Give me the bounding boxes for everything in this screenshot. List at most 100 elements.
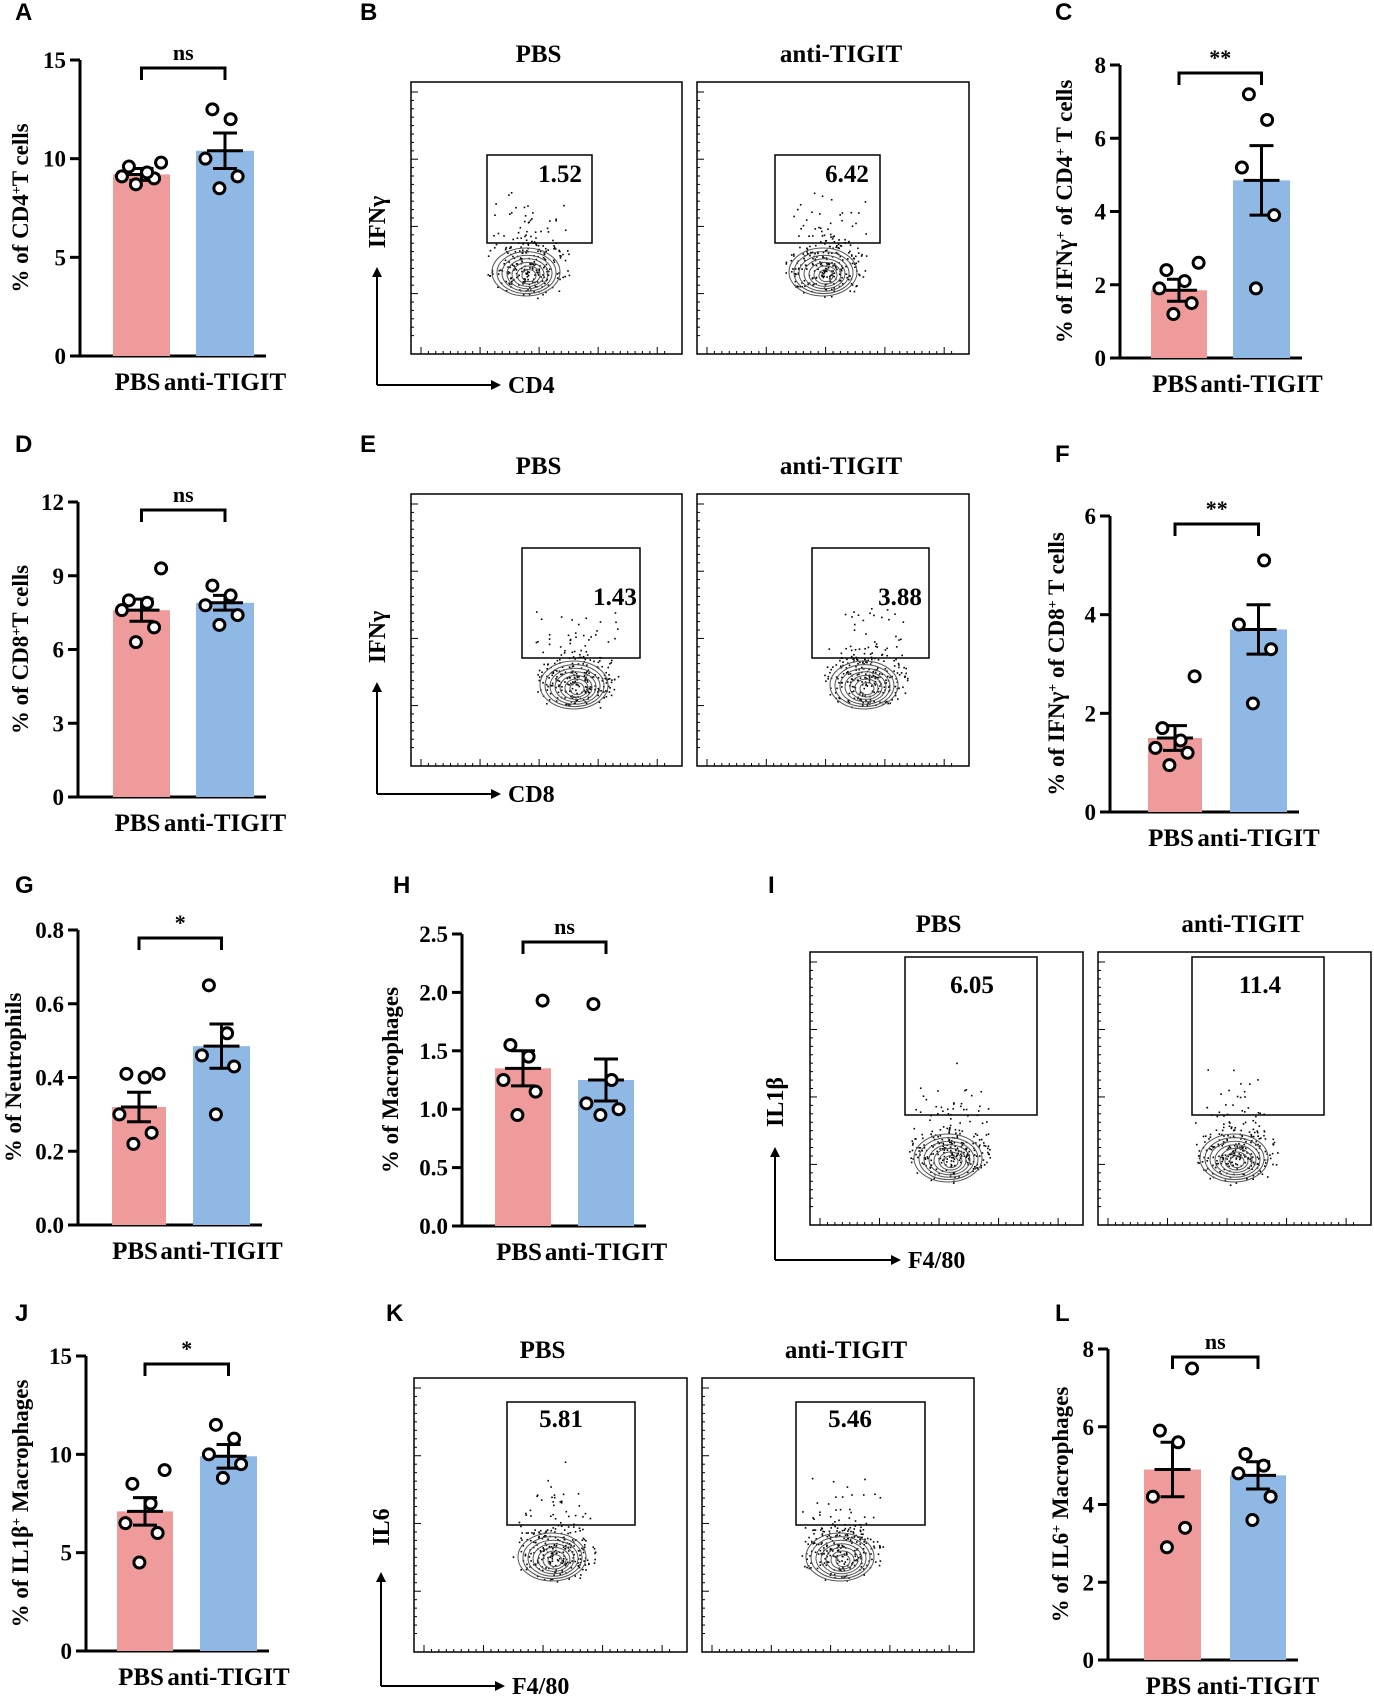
event-dot bbox=[981, 1152, 984, 1154]
y-tick-label: 0.6 bbox=[35, 992, 64, 1017]
event-dot bbox=[985, 1121, 988, 1123]
event-dot bbox=[566, 1561, 569, 1564]
event-dot bbox=[852, 658, 854, 660]
event-dot bbox=[562, 1541, 564, 1544]
event-dot bbox=[959, 1161, 962, 1164]
event-dot bbox=[571, 651, 574, 654]
event-dot bbox=[868, 675, 871, 678]
event-dot bbox=[849, 1539, 852, 1541]
event-dot bbox=[950, 1160, 953, 1162]
event-dot bbox=[807, 283, 809, 286]
event-dot bbox=[948, 1127, 951, 1130]
event-dot bbox=[876, 1541, 879, 1543]
bar-pbs bbox=[495, 1068, 551, 1226]
event-dot bbox=[839, 1508, 842, 1511]
event-dot bbox=[593, 1562, 596, 1564]
event-dot bbox=[875, 643, 878, 645]
event-dot bbox=[879, 1546, 882, 1549]
ylabel-part: of CD8 bbox=[1044, 608, 1069, 683]
event-dot bbox=[832, 236, 834, 238]
event-dot bbox=[543, 276, 545, 279]
event-dot bbox=[898, 687, 900, 690]
event-dot bbox=[588, 639, 590, 641]
event-dot bbox=[839, 214, 841, 216]
event-dot bbox=[585, 650, 588, 653]
event-dot bbox=[937, 1141, 939, 1143]
event-dot bbox=[549, 1562, 552, 1565]
x-tick-label: anti-TIGIT bbox=[1197, 825, 1320, 852]
event-dot bbox=[567, 1515, 570, 1518]
event-dot bbox=[1243, 1090, 1246, 1093]
event-dot bbox=[583, 1546, 586, 1549]
event-dot bbox=[510, 191, 513, 194]
event-dot bbox=[524, 235, 526, 238]
event-dot bbox=[866, 704, 869, 707]
event-dot bbox=[817, 1553, 820, 1555]
event-dot bbox=[849, 290, 852, 292]
event-dot bbox=[829, 693, 832, 696]
event-dot bbox=[895, 658, 897, 661]
event-dot bbox=[951, 1156, 953, 1159]
event-dot bbox=[983, 1144, 985, 1147]
event-dot bbox=[866, 661, 868, 664]
x-tick-label: PBS bbox=[118, 1664, 164, 1691]
y-tick-label: 0 bbox=[1085, 800, 1097, 825]
event-dot bbox=[542, 1554, 545, 1556]
event-dot bbox=[582, 1568, 584, 1571]
event-dot bbox=[830, 1548, 833, 1551]
event-dot bbox=[864, 695, 866, 697]
event-dot bbox=[532, 212, 534, 214]
data-point bbox=[1267, 208, 1282, 223]
event-dot bbox=[967, 1115, 969, 1117]
event-dot bbox=[554, 248, 557, 250]
event-dot bbox=[863, 663, 865, 665]
event-dot bbox=[570, 671, 572, 674]
event-dot bbox=[881, 603, 883, 606]
event-dot bbox=[1205, 1149, 1208, 1152]
ylabel-part: % of Macrophages bbox=[378, 987, 403, 1173]
event-dot bbox=[985, 1134, 988, 1136]
event-dot bbox=[876, 667, 879, 670]
y-tick-label: 4 bbox=[1085, 603, 1097, 628]
event-dot bbox=[558, 670, 561, 673]
event-dot bbox=[548, 633, 551, 636]
event-dot bbox=[850, 1530, 852, 1533]
event-dot bbox=[886, 675, 889, 678]
event-dot bbox=[1253, 1131, 1256, 1134]
event-dot bbox=[1246, 1152, 1248, 1154]
event-dot bbox=[932, 1136, 935, 1139]
event-dot bbox=[575, 689, 577, 692]
event-dot bbox=[1235, 1143, 1237, 1146]
event-dot bbox=[535, 641, 538, 644]
event-dot bbox=[1214, 1166, 1217, 1169]
event-dot bbox=[930, 1164, 933, 1166]
event-dot bbox=[982, 1142, 985, 1144]
event-dot bbox=[555, 1571, 557, 1573]
event-dot bbox=[873, 675, 875, 678]
event-dot bbox=[857, 1557, 860, 1559]
event-dot bbox=[545, 702, 548, 705]
event-dot bbox=[956, 1147, 959, 1150]
significance-bracket bbox=[521, 940, 608, 954]
event-dot bbox=[525, 234, 527, 236]
contour-line bbox=[559, 674, 593, 700]
data-point bbox=[121, 159, 136, 174]
event-dot bbox=[617, 675, 620, 678]
data-point bbox=[1152, 1423, 1167, 1438]
event-dot bbox=[1250, 1165, 1253, 1167]
event-dot bbox=[855, 222, 857, 225]
significance-bracket bbox=[1171, 1355, 1260, 1369]
data-point bbox=[1257, 553, 1272, 568]
event-dot bbox=[556, 670, 558, 672]
event-dot bbox=[1234, 1148, 1237, 1150]
event-dot bbox=[553, 261, 556, 263]
event-dot bbox=[855, 262, 858, 265]
y-axis-label: % of Neutrophils bbox=[1, 993, 26, 1163]
event-dot bbox=[1212, 1146, 1215, 1148]
event-dot bbox=[984, 1145, 987, 1147]
event-dot bbox=[503, 263, 506, 265]
event-dot bbox=[855, 669, 857, 671]
event-dot bbox=[534, 1529, 537, 1531]
event-dot bbox=[860, 1557, 863, 1560]
event-dot bbox=[879, 701, 881, 704]
